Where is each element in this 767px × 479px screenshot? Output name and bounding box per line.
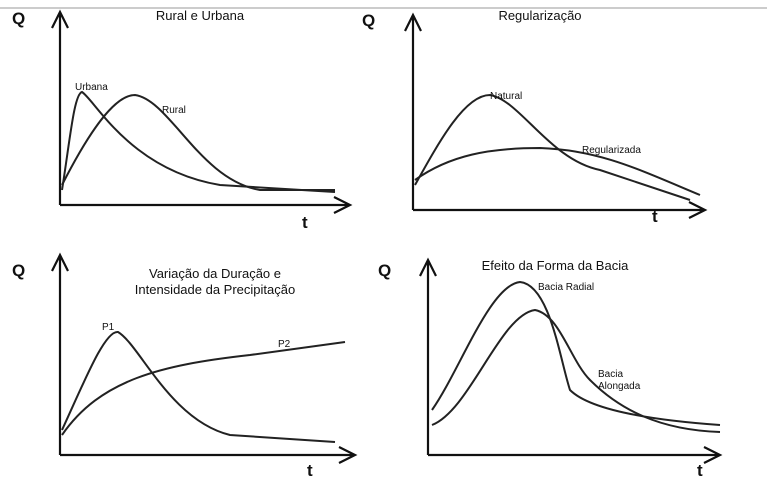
- curve: [431, 308, 721, 433]
- axes: [419, 257, 723, 464]
- curve: [61, 93, 335, 191]
- curve: [414, 146, 701, 196]
- axes: [404, 12, 708, 219]
- curve-label: Bacia Radial: [538, 282, 594, 293]
- curve-label: Bacia: [598, 369, 623, 380]
- y-axis-label: Q: [12, 9, 25, 28]
- panel-title: Variação da Duração e: [149, 266, 281, 281]
- axes: [51, 9, 353, 214]
- curve-label: Regularizada: [582, 145, 641, 156]
- x-axis-label: t: [652, 207, 658, 226]
- curve-label: P2: [278, 339, 291, 350]
- curve: [61, 341, 346, 436]
- curve-label: Urbana: [75, 82, 108, 93]
- axes: [51, 252, 358, 464]
- panel: Q t Regularização Natural Regularizada: [362, 8, 708, 226]
- panel: Q t Rural e Urbana Urbana Rural: [12, 8, 353, 232]
- x-axis-label: t: [697, 461, 703, 479]
- curve-label: Alongada: [598, 381, 641, 392]
- x-axis-label: t: [307, 461, 313, 479]
- curve: [61, 331, 336, 443]
- panel-title: Regularização: [498, 8, 581, 23]
- panel-title: Rural e Urbana: [156, 8, 245, 23]
- panel: Q t Variação da Duração e Intensidade da…: [12, 252, 358, 479]
- y-axis-label: Q: [362, 11, 375, 30]
- curve: [414, 93, 691, 201]
- x-axis-label: t: [302, 213, 308, 232]
- y-axis-label: Q: [378, 261, 391, 280]
- y-axis-label: Q: [12, 261, 25, 280]
- curve: [61, 90, 336, 193]
- panel-title: Intensidade da Precipitação: [135, 282, 295, 297]
- curve-label: Natural: [490, 91, 522, 102]
- panel-title: Efeito da Forma da Bacia: [482, 258, 629, 273]
- panel: Q t Efeito da Forma da Bacia Bacia Radia…: [378, 257, 723, 479]
- curve-label: P1: [102, 322, 115, 333]
- curve-label: Rural: [162, 105, 186, 116]
- curve: [431, 280, 721, 426]
